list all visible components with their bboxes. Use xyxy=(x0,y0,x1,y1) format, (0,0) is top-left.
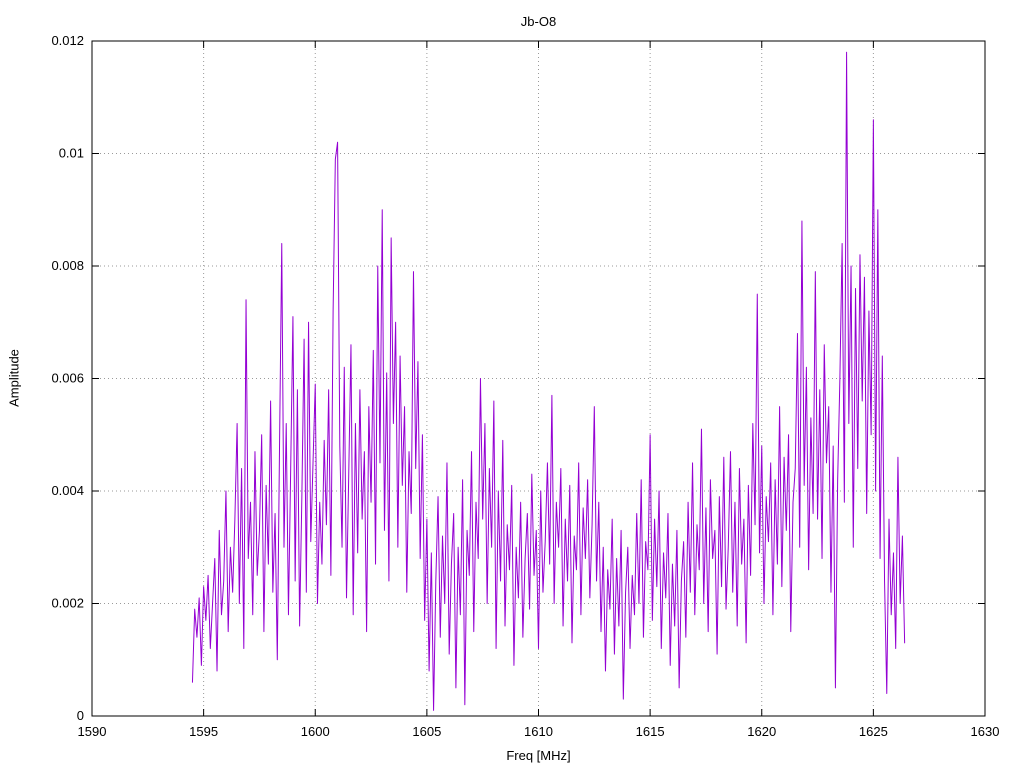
x-tick-label: 1595 xyxy=(189,724,218,739)
y-tick-label: 0.008 xyxy=(51,258,84,273)
y-tick-label: 0 xyxy=(77,708,84,723)
x-axis-label: Freq [MHz] xyxy=(506,748,571,763)
chart-title: Jb-O8 xyxy=(520,14,557,29)
x-tick-label: 1620 xyxy=(747,724,776,739)
y-tick-label: 0.01 xyxy=(59,146,84,161)
y-tick-label: 0.002 xyxy=(51,596,84,611)
spectrum-line xyxy=(191,51,906,711)
y-tick-label: 0.012 xyxy=(51,33,84,48)
x-tick-label: 1625 xyxy=(859,724,888,739)
x-tick-label: 1605 xyxy=(412,724,441,739)
x-tick-label: 1630 xyxy=(971,724,1000,739)
y-tick-label: 0.004 xyxy=(51,483,84,498)
y-tick-label: 0.006 xyxy=(51,371,84,386)
y-axis-label: Amplitude xyxy=(6,349,22,407)
x-tick-label: 1615 xyxy=(636,724,665,739)
x-tick-label: 1590 xyxy=(78,724,107,739)
x-tick-label: 1600 xyxy=(301,724,330,739)
x-tick-label: 1610 xyxy=(524,724,553,739)
